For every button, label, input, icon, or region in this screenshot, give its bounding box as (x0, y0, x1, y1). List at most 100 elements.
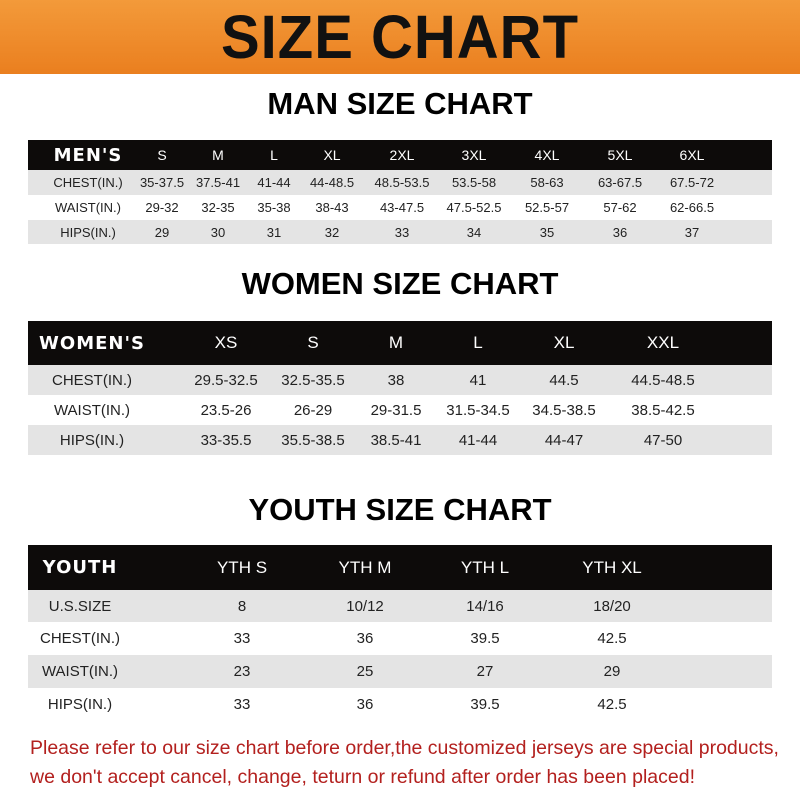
table-cell: 41-44 (257, 175, 291, 190)
table-cell: 36 (356, 630, 374, 647)
size-column-header: XL (553, 333, 575, 352)
row-label: HIPS(IN.) (60, 224, 116, 240)
table-cell: 34 (466, 224, 482, 240)
table-row: CHEST(IN.) 33 36 39.5 42.5 (28, 622, 772, 655)
women-size-table: WOMEN'S XS S M L XL XXL CHEST(IN.) 29.5-32.5 32.5… (28, 321, 772, 455)
table-cell: 29.5-32.5 (194, 371, 258, 389)
table-cell: 23 (233, 663, 251, 680)
table-cell: 29-32 (145, 200, 179, 215)
notice-line-1: Please refer to our size chart before or… (30, 737, 779, 759)
table-cell: 48.5-53.5 (374, 175, 430, 190)
table-corner-label: WOMEN'S (39, 332, 145, 354)
table-header-row: WOMEN'S XS S M L XL XXL (28, 321, 772, 365)
size-column-header: YTH S (216, 557, 268, 577)
size-column-header: L (473, 333, 483, 352)
table-cell: 39.5 (470, 695, 500, 713)
row-label: CHEST(IN.) (52, 371, 132, 389)
row-label: WAIST(IN.) (53, 401, 131, 419)
size-column-header: S (307, 333, 319, 352)
table-cell: 34.5-38.5 (532, 401, 596, 419)
table-cell: 33-35.5 (200, 431, 252, 449)
table-cell: 38-43 (315, 200, 349, 215)
size-column-header: XS (214, 333, 238, 352)
table-cell: 47.5-52.5 (446, 200, 502, 215)
size-column-header: YTH M (338, 557, 392, 577)
table-cell: 44.5 (549, 371, 579, 389)
men-section-title: MAN SIZE CHART (267, 86, 533, 121)
table-cell: 30 (210, 224, 226, 240)
table-cell: 39.5 (470, 630, 500, 647)
table-cell: 25 (356, 663, 374, 680)
table-cell: 47-50 (643, 431, 683, 449)
table-cell: 44.5-48.5 (631, 371, 695, 389)
size-column-header: 3XL (461, 147, 487, 163)
table-cell: 38.5-41 (370, 431, 422, 449)
order-notice: Please refer to our size chart before or… (30, 734, 790, 792)
table-cell: 26-29 (293, 401, 333, 419)
women-section-title: WOMEN SIZE CHART (241, 266, 559, 301)
table-cell: 18/20 (593, 597, 631, 615)
table-cell: 62-66.5 (669, 200, 715, 215)
table-cell: 23.5-26 (200, 401, 252, 419)
size-column-header: 2XL (389, 147, 415, 163)
table-cell: 32.5-35.5 (281, 371, 345, 389)
table-cell: 29 (603, 663, 621, 680)
page-title: SIZE CHART (221, 2, 579, 72)
size-column-header: 5XL (607, 147, 633, 163)
table-cell: 42.5 (597, 695, 627, 713)
table-corner-label: MEN'S (53, 144, 123, 166)
table-row: WAIST(IN.) 29-32 32-35 35-38 38-43 43-47.5 47.… (28, 195, 772, 220)
table-row: WAIST(IN.) 23 25 27 29 (28, 655, 772, 688)
table-row: HIPS(IN.) 33 36 39.5 42.5 (28, 688, 772, 720)
table-cell: 67.5-72 (669, 175, 715, 190)
table-cell: 35 (539, 224, 555, 240)
table-corner-label: YOUTH (42, 557, 118, 578)
table-cell: 37.5-41 (195, 175, 241, 190)
table-cell: 33 (394, 224, 410, 240)
table-cell: 10/12 (346, 597, 384, 615)
table-cell: 37 (684, 224, 700, 240)
row-label: HIPS(IN.) (47, 695, 113, 713)
size-column-header: M (212, 147, 224, 163)
size-column-header: S (157, 147, 167, 163)
table-cell: 63-67.5 (597, 175, 643, 190)
table-cell: 32 (324, 224, 340, 240)
table-cell: 33 (233, 630, 251, 647)
title-banner: SIZE CHART (0, 0, 800, 74)
table-cell: 41-44 (458, 431, 498, 449)
table-cell: 31 (266, 224, 282, 240)
row-label: CHEST(IN.) (40, 630, 120, 647)
row-label: HIPS(IN.) (59, 431, 125, 449)
size-column-header: 4XL (534, 147, 560, 163)
table-cell: 27 (476, 663, 494, 680)
table-cell: 36 (612, 224, 628, 240)
table-cell: 33 (233, 695, 251, 713)
table-cell: 52.5-57 (524, 200, 570, 215)
table-cell: 42.5 (597, 630, 627, 647)
table-row: HIPS(IN.) 33-35.5 35.5-38.5 38.5-41 41-44 44-… (28, 425, 772, 455)
table-cell: 44-48.5 (309, 175, 355, 190)
table-cell: 31.5-34.5 (446, 401, 510, 419)
men-size-table: MEN'S S M L XL 2XL 3XL 4XL 5XL 6XL CHEST(IN.) 35-37… (28, 140, 772, 244)
table-cell: 29-31.5 (370, 401, 422, 419)
youth-size-table: YOUTH YTH S YTH M YTH L YTH XL U.S.SIZE 8 10/12… (28, 545, 772, 720)
table-header-row: YOUTH YTH S YTH M YTH L YTH XL (28, 545, 772, 590)
table-cell: 36 (356, 695, 374, 713)
table-cell: 29 (154, 224, 170, 240)
table-row: CHEST(IN.) 35-37.5 37.5-41 41-44 44-48.5 48.5… (28, 170, 772, 195)
table-cell: 53.5-58 (451, 175, 497, 190)
table-cell: 38 (387, 371, 405, 389)
size-column-header: L (270, 147, 278, 163)
size-column-header: XXL (646, 333, 680, 352)
size-column-header: 6XL (679, 147, 705, 163)
row-label: WAIST(IN.) (55, 200, 121, 215)
youth-section-title: YOUTH SIZE CHART (248, 492, 552, 527)
table-cell: 58-63 (530, 175, 564, 190)
table-cell: 44-47 (544, 431, 584, 449)
table-cell: 8 (237, 597, 247, 615)
row-label: U.S.SIZE (48, 597, 112, 615)
table-cell: 57-62 (603, 200, 637, 215)
table-row: U.S.SIZE 8 10/12 14/16 18/20 (28, 590, 772, 622)
size-column-header: YTH XL (582, 557, 642, 577)
table-cell: 43-47.5 (379, 200, 425, 215)
